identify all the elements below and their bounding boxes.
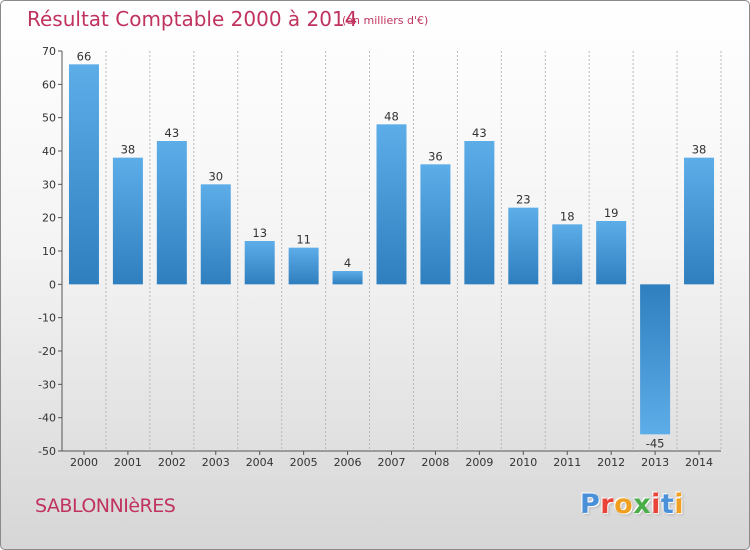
y-tick-label: -10 bbox=[38, 312, 56, 325]
logo-letter: P bbox=[580, 489, 601, 520]
x-tick-label: 2001 bbox=[114, 456, 142, 469]
y-tick-label: 70 bbox=[42, 45, 56, 58]
value-label-2000: 66 bbox=[77, 49, 92, 63]
x-tick-label: 2000 bbox=[70, 456, 98, 469]
x-tick-label: 2012 bbox=[597, 456, 625, 469]
y-tick-label: -20 bbox=[38, 345, 56, 358]
y-tick-label: 60 bbox=[42, 78, 56, 91]
proxiti-logo: Proxiti bbox=[580, 489, 684, 520]
x-tick-label: 2009 bbox=[465, 456, 493, 469]
commune-name: SABLONNIèRES bbox=[35, 495, 176, 517]
bar-2007 bbox=[376, 124, 407, 285]
value-label-2013: -45 bbox=[646, 436, 665, 450]
chart-subtitle: (en milliers d'€) bbox=[342, 14, 429, 27]
y-tick-label: 40 bbox=[42, 145, 56, 158]
y-tick-label: -40 bbox=[38, 412, 56, 425]
x-tick-label: 2011 bbox=[553, 456, 581, 469]
bar-2001 bbox=[112, 157, 143, 285]
x-tick-label: 2008 bbox=[421, 456, 449, 469]
value-label-2010: 23 bbox=[516, 193, 531, 207]
value-label-2005: 11 bbox=[296, 233, 311, 247]
x-tick-label: 2005 bbox=[290, 456, 318, 469]
y-tick-label: 20 bbox=[42, 212, 56, 225]
logo-letter: x bbox=[633, 489, 652, 520]
bar-2008 bbox=[420, 164, 451, 285]
value-label-2007: 48 bbox=[384, 109, 399, 123]
logo-letter: i bbox=[651, 489, 661, 520]
x-tick-label: 2002 bbox=[158, 456, 186, 469]
bar-2003 bbox=[200, 184, 231, 285]
x-tick-label: 2003 bbox=[202, 456, 230, 469]
value-label-2001: 38 bbox=[121, 143, 136, 157]
value-label-2002: 43 bbox=[165, 126, 180, 140]
value-label-2003: 30 bbox=[208, 169, 223, 183]
y-tick-label: -30 bbox=[38, 378, 56, 391]
value-label-2008: 36 bbox=[428, 149, 443, 163]
logo-letter: r bbox=[600, 489, 615, 520]
y-tick-label: 10 bbox=[42, 245, 56, 258]
x-tick-label: 2013 bbox=[641, 456, 669, 469]
bar-2002 bbox=[156, 141, 187, 285]
logo-letter: i bbox=[674, 489, 685, 520]
bar-2011 bbox=[552, 224, 583, 285]
bar-2014 bbox=[684, 157, 715, 285]
value-label-2011: 18 bbox=[560, 209, 575, 223]
bar-2006 bbox=[332, 271, 363, 285]
x-tick-label: 2010 bbox=[509, 456, 537, 469]
bar-2005 bbox=[288, 247, 319, 285]
chart-title: Résultat Comptable 2000 à 2014 bbox=[27, 7, 358, 31]
x-tick-label: 2004 bbox=[246, 456, 274, 469]
y-tick-label: 0 bbox=[49, 278, 56, 291]
logo-letter: o bbox=[614, 489, 634, 520]
value-label-2006: 4 bbox=[344, 256, 351, 270]
bar-2012 bbox=[596, 221, 627, 285]
value-label-2014: 38 bbox=[692, 143, 707, 157]
bar-2009 bbox=[464, 141, 495, 285]
bar-2000 bbox=[68, 64, 99, 285]
value-label-2004: 13 bbox=[252, 226, 267, 240]
value-label-2012: 19 bbox=[604, 206, 619, 220]
bar-2004 bbox=[244, 241, 275, 285]
bar-2010 bbox=[508, 207, 539, 285]
x-tick-label: 2007 bbox=[378, 456, 406, 469]
y-tick-label: 50 bbox=[42, 112, 56, 125]
x-tick-label: 2006 bbox=[334, 456, 362, 469]
x-tick-label: 2014 bbox=[685, 456, 713, 469]
y-tick-label: 30 bbox=[42, 178, 56, 191]
value-label-2009: 43 bbox=[472, 126, 487, 140]
bar-2013 bbox=[640, 284, 671, 435]
logo-letter: t bbox=[660, 489, 675, 520]
y-tick-label: -50 bbox=[38, 445, 56, 458]
